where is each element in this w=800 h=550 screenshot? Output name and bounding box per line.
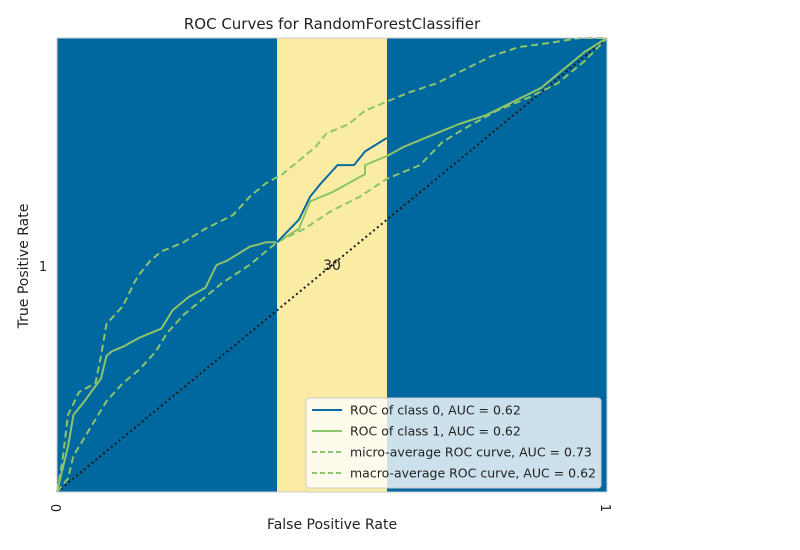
band-annotation: 30 — [323, 258, 341, 274]
legend-item-class-1: ROC of class 1, AUC = 0.62 — [312, 424, 521, 439]
x-tick-label-0: 0 — [47, 504, 62, 512]
legend-item-macro-average: macro-average ROC curve, AUC = 0.62 — [312, 466, 596, 481]
y-axis-label: True Positive Rate — [16, 204, 32, 330]
legend: ROC of class 0, AUC = 0.62 ROC of class 1… — [305, 397, 602, 489]
legend-label: ROC of class 1, AUC = 0.62 — [350, 424, 521, 439]
macro-average-roc-line — [56, 37, 608, 493]
micro-average-roc-line — [56, 37, 607, 493]
x-axis-label: False Positive Rate — [267, 517, 397, 533]
plot-frame — [56, 37, 608, 493]
x-tick-label-1: 1 — [597, 504, 612, 512]
random-chance-diagonal — [56, 37, 608, 493]
legend-label: macro-average ROC curve, AUC = 0.62 — [350, 466, 596, 481]
legend-item-micro-average: micro-average ROC curve, AUC = 0.73 — [312, 445, 592, 460]
roc-class-1-line — [56, 37, 608, 493]
legend-item-class-0: ROC of class 0, AUC = 0.62 — [312, 403, 521, 418]
legend-box — [305, 397, 602, 489]
y-tick-label-1: 1 — [39, 260, 47, 275]
chart-title: ROC Curves for RandomForestClassifier — [184, 15, 481, 33]
roc-class-0-line — [276, 137, 388, 243]
legend-label: micro-average ROC curve, AUC = 0.73 — [350, 445, 592, 460]
legend-label: ROC of class 0, AUC = 0.62 — [350, 403, 521, 418]
curves-layer — [56, 37, 608, 493]
